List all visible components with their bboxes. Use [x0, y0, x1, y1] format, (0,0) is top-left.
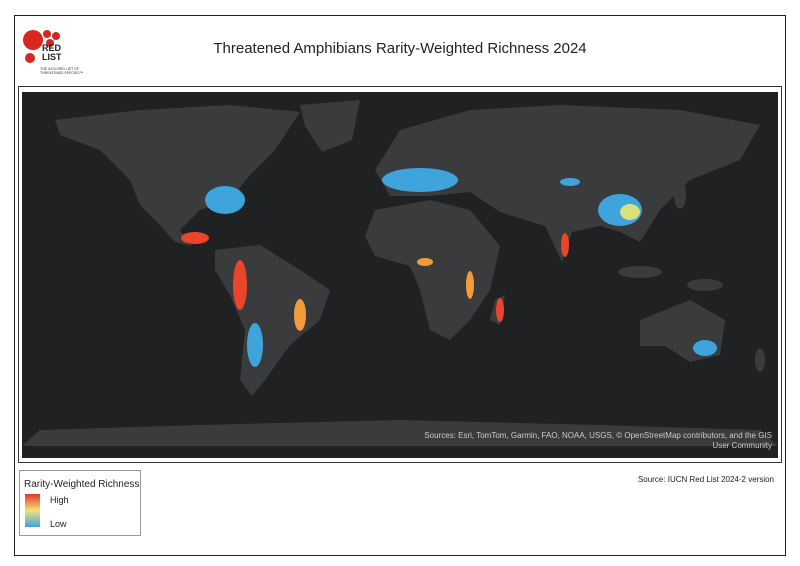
low-richness	[205, 186, 245, 214]
legend-high: High	[50, 495, 69, 505]
source: Source: IUCN Red List 2024-2 version	[637, 475, 774, 484]
antarctica	[22, 420, 778, 446]
japan	[674, 181, 686, 209]
world-map	[22, 92, 778, 458]
outer-border	[14, 15, 786, 556]
logo-dot	[43, 30, 51, 38]
logo-dot	[23, 30, 43, 50]
logo-dot	[52, 32, 60, 40]
richness-overlay	[181, 168, 717, 367]
high-richness	[561, 233, 569, 257]
mid-richness	[466, 271, 474, 299]
logo-dot	[46, 39, 54, 47]
high-richness	[496, 298, 504, 322]
logo-dot	[25, 53, 35, 63]
high-richness	[233, 260, 247, 310]
new-guinea	[687, 279, 723, 291]
mid-richness	[294, 299, 306, 331]
legend-gradient	[25, 494, 40, 527]
mid-richness	[620, 204, 640, 220]
low-richness	[560, 178, 580, 186]
low-richness	[382, 168, 458, 192]
north-america	[55, 105, 300, 246]
logo-tagline: THE IUCN RED LIST OF THREATENED SPECIES™	[40, 67, 84, 75]
mid-richness	[417, 258, 433, 266]
legend-title: Rarity-Weighted Richness	[24, 479, 140, 490]
title: Threatened Amphibians Rarity-Weighted Ri…	[213, 40, 587, 57]
logo-text: RED LIST	[42, 43, 62, 62]
indonesia	[618, 266, 662, 278]
low-richness	[247, 323, 263, 367]
logo	[23, 30, 60, 63]
high-richness	[181, 232, 209, 244]
africa	[365, 200, 500, 340]
attribution: Sources: Esri, TomTom, Garmin, FAO, NOAA…	[424, 431, 772, 450]
low-richness	[693, 340, 717, 356]
new-zealand	[755, 348, 765, 372]
legend-low: Low	[50, 519, 67, 529]
greenland	[300, 100, 360, 152]
